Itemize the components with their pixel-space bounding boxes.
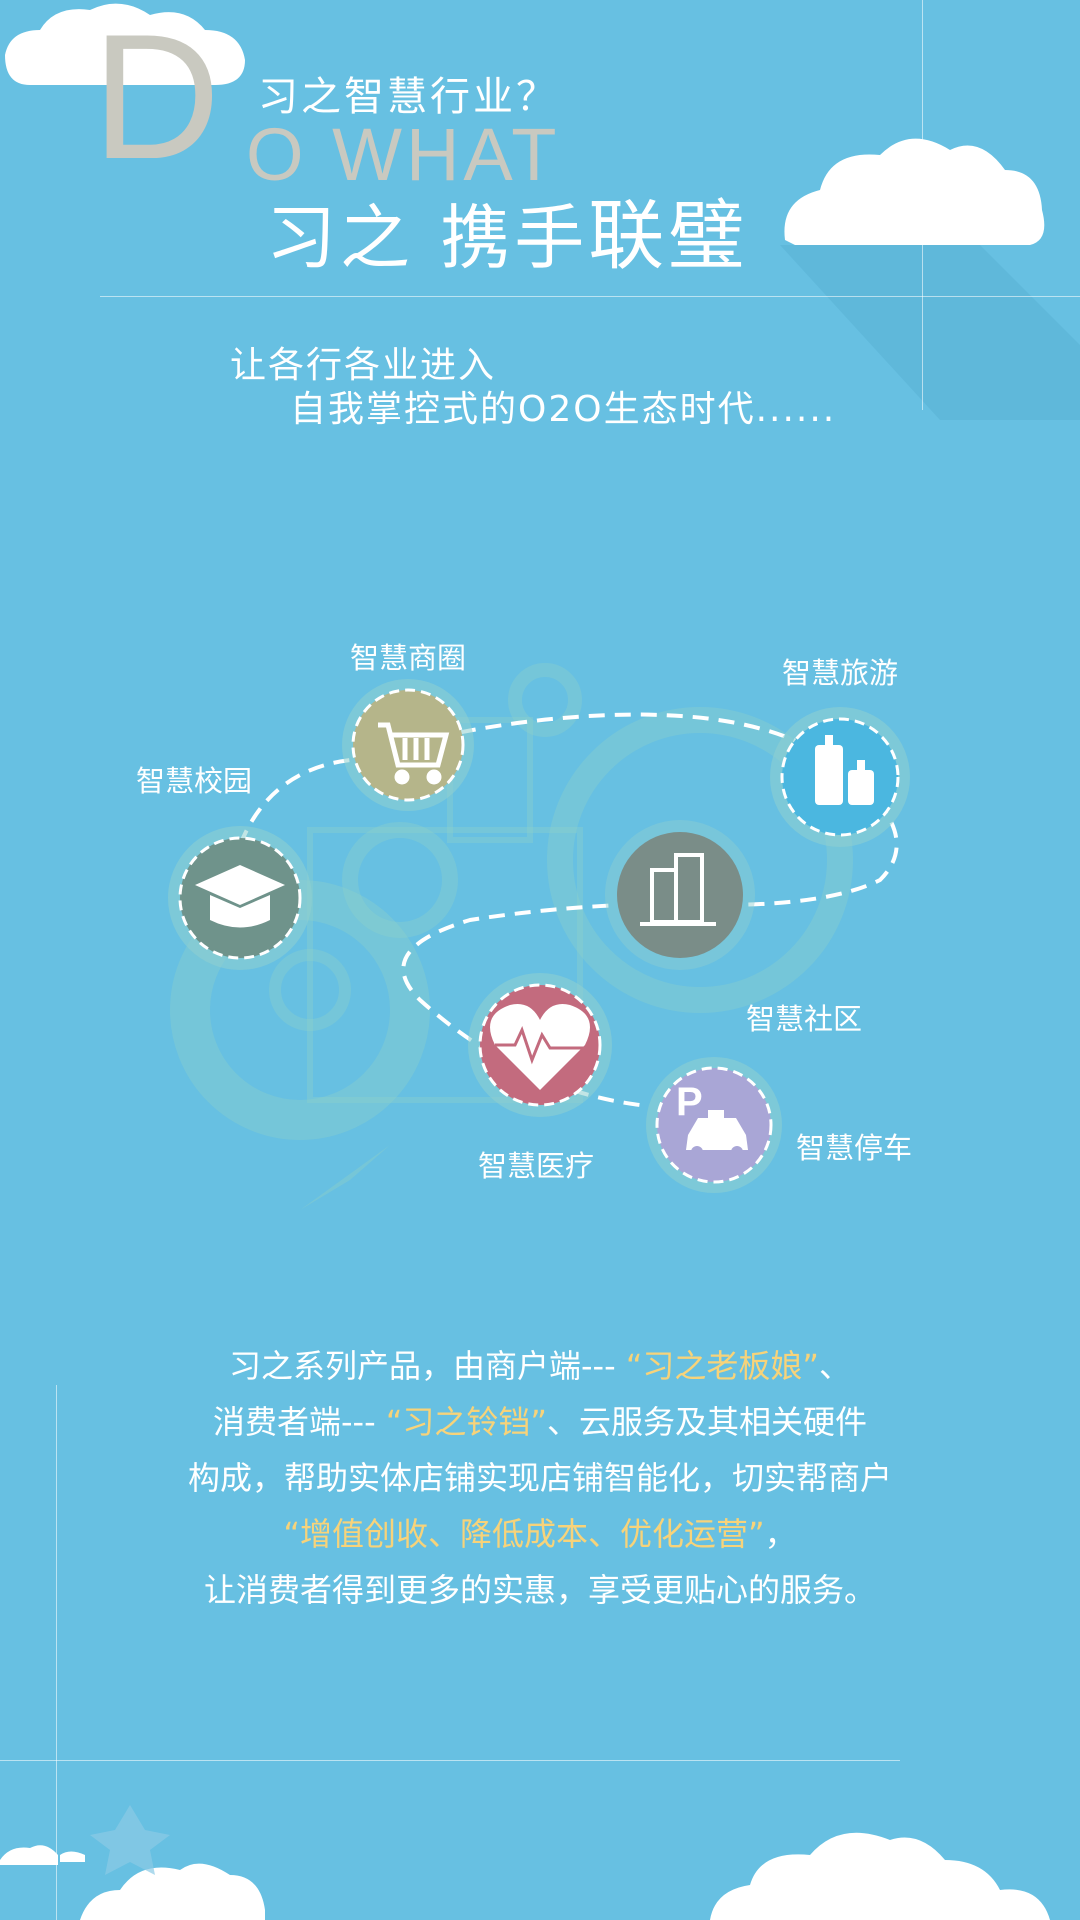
node-medical[interactable] <box>468 973 612 1117</box>
vertical-line-top <box>922 0 923 410</box>
desc-line1-text: 习之系列产品，由商户端--- <box>228 1347 626 1385</box>
svg-text:P: P <box>676 1080 703 1124</box>
label-medical: 智慧医疗 <box>478 1149 595 1183</box>
highlight-bell-app: “习之铃铛” <box>385 1403 547 1441</box>
desc-line5: 让消费者得到更多的实惠，享受更贴心的服务。 <box>203 1571 876 1609</box>
parking-taxi-icon: P <box>676 1080 748 1158</box>
desc-line2-tail: 、云服务及其相关硬件 <box>546 1403 867 1441</box>
desc-line1: 习之系列产品，由商户端--- “习之老板娘”、 <box>140 1338 940 1394</box>
label-shopping: 智慧商圈 <box>350 641 467 675</box>
subtitle-line1: 让各行各业进入 <box>230 345 497 386</box>
node-campus[interactable] <box>168 826 312 970</box>
cloud-top-left <box>5 3 245 86</box>
divider-bottom <box>0 1760 900 1761</box>
slogan-part1: 习之 携手 <box>266 197 589 279</box>
graduation-cap-icon <box>195 865 285 928</box>
luggage-icon <box>815 735 874 805</box>
heart-pulse-icon <box>490 1004 590 1090</box>
slogan-part2: 联璧 <box>588 191 749 280</box>
label-travel: 智慧旅游 <box>782 656 899 690</box>
desc-line4: “增值创收、降低成本、优化运营”， <box>140 1506 940 1562</box>
desc-line4-tail: ， <box>764 1515 797 1553</box>
shopping-cart-icon <box>378 722 450 785</box>
desc-line3: 构成，帮助实体店铺实现店铺智能化，切实帮商户 <box>187 1459 892 1497</box>
node-parking[interactable]: P <box>646 1057 782 1193</box>
buildings-icon <box>640 853 716 926</box>
vertical-line-bottom <box>56 1385 57 1920</box>
highlight-benefits: “增值创收、降低成本、优化运营” <box>283 1515 765 1553</box>
cloud-bottom-left <box>0 1805 265 1920</box>
subtitle-line2: 自我掌控式的O2O生态时代...... <box>290 389 837 430</box>
desc-line2-text: 消费者端--- <box>212 1403 386 1441</box>
title-letter-d: D <box>92 0 221 196</box>
product-description: 习之系列产品，由商户端--- “习之老板娘”、 消费者端--- “习之铃铛”、云… <box>140 1338 940 1618</box>
cloud-top-right <box>780 138 1080 420</box>
label-campus: 智慧校园 <box>136 764 253 798</box>
title-question: 习之智慧行业？ <box>258 74 559 120</box>
highlight-boss-app: “习之老板娘” <box>625 1347 819 1385</box>
label-community: 智慧社区 <box>746 1002 863 1036</box>
node-community[interactable] <box>605 820 755 970</box>
cloud-bottom-right <box>710 1832 1050 1920</box>
industry-diagram: P <box>168 663 910 1210</box>
divider-top <box>100 296 1080 297</box>
title-slogan: 习之 携手联璧 <box>266 198 748 274</box>
desc-line2: 消费者端--- “习之铃铛”、云服务及其相关硬件 <box>140 1394 940 1450</box>
desc-line1-tail: 、 <box>818 1347 851 1385</box>
label-parking: 智慧停车 <box>796 1131 913 1165</box>
node-travel[interactable] <box>770 707 910 847</box>
title-do-what: O WHAT <box>246 113 561 196</box>
node-shopping[interactable] <box>342 679 474 811</box>
